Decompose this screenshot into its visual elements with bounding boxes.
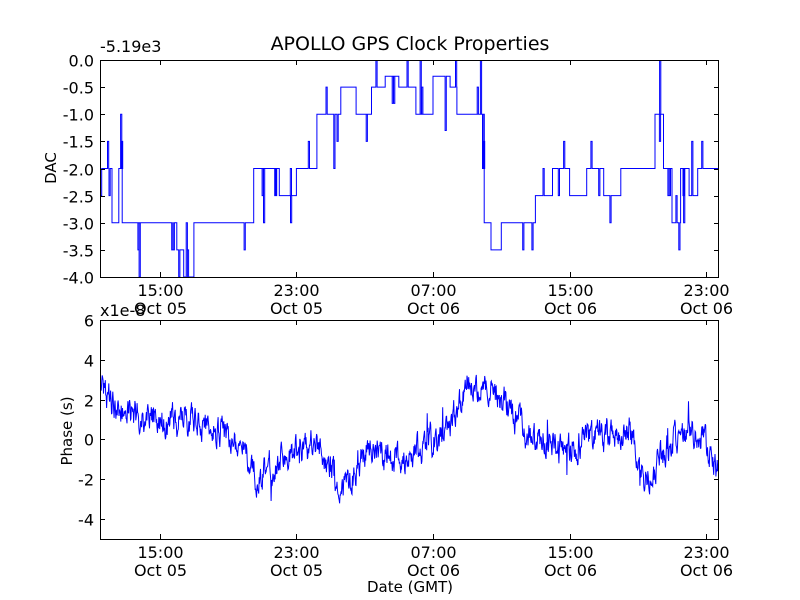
dac-y-tick-label: -4.0 [63, 269, 94, 288]
chart-title: APOLLO GPS Clock Properties [271, 33, 550, 55]
phase-x-tick-time: 15:00 [137, 543, 183, 562]
phase-x-tick-time: 23:00 [273, 543, 319, 562]
dac-x-tick-date: Oct 06 [680, 299, 733, 318]
phase-x-tick-time: 23:00 [683, 543, 729, 562]
phase-panel: x1e-8 Phase (s) Date (GMT) 6 4 2 0 -2 -4 15:0… [58, 301, 733, 596]
dac-x-tick-time: 23:00 [683, 281, 729, 300]
dac-x-tick-time: 23:00 [273, 281, 319, 300]
phase-y-tick-label: 2 [84, 392, 94, 411]
dac-y-tick-label: -3.5 [63, 242, 94, 261]
dac-x-tick-time: 15:00 [547, 281, 593, 300]
x-axis-label: Date (GMT) [367, 578, 453, 596]
dac-y-tick-label: -2.0 [63, 161, 94, 180]
dac-y-tick-label: -1.0 [63, 106, 94, 125]
phase-x-tick-date: Oct 06 [544, 561, 597, 580]
phase-offset-label: x1e-8 [100, 301, 145, 320]
dac-series-line [100, 60, 719, 277]
phase-series-layer [100, 374, 719, 504]
dac-y-ticks: 0.0 -0.5 -1.0 -1.5 -2.0 -2.5 -3.0 -3.5 -4.0 [63, 52, 719, 288]
phase-plot-frame [100, 320, 719, 540]
phase-x-tick-date: Oct 06 [680, 561, 733, 580]
dac-x-tick-time: 07:00 [410, 281, 456, 300]
dac-y-axis-label: DAC [42, 152, 60, 184]
dac-offset-label: -5.19e3 [100, 37, 161, 56]
dac-plot-frame [100, 60, 719, 278]
dac-y-tick-label: -1.5 [63, 133, 94, 152]
phase-y-tick-label: -2 [78, 471, 94, 490]
dac-series-layer [100, 60, 719, 277]
phase-series-line [100, 374, 719, 504]
phase-y-tick-label: 0 [84, 431, 94, 450]
dac-x-tick-date: Oct 06 [544, 299, 597, 318]
phase-y-axis-label: Phase (s) [58, 396, 76, 465]
phase-x-tick-date: Oct 06 [407, 561, 460, 580]
phase-x-tick-date: Oct 05 [270, 561, 323, 580]
dac-x-tick-date: Oct 06 [407, 299, 460, 318]
dac-x-tick-date: Oct 05 [134, 299, 187, 318]
phase-x-tick-time: 15:00 [547, 543, 593, 562]
dac-y-tick-label: 0.0 [69, 52, 94, 71]
dac-y-tick-label: -3.0 [63, 215, 94, 234]
dac-x-tick-time: 15:00 [137, 281, 183, 300]
dac-y-tick-label: -0.5 [63, 79, 94, 98]
dac-panel: APOLLO GPS Clock Properties -5.19e3 DAC … [42, 33, 733, 318]
phase-y-ticks: 6 4 2 0 -2 -4 [78, 312, 719, 530]
phase-x-tick-date: Oct 05 [134, 561, 187, 580]
phase-y-tick-label: 4 [84, 352, 94, 371]
dac-x-tick-date: Oct 05 [270, 299, 323, 318]
dac-y-tick-label: -2.5 [63, 188, 94, 207]
phase-y-tick-label: -4 [78, 511, 94, 530]
phase-x-tick-time: 07:00 [410, 543, 456, 562]
phase-y-tick-label: 6 [84, 312, 94, 331]
